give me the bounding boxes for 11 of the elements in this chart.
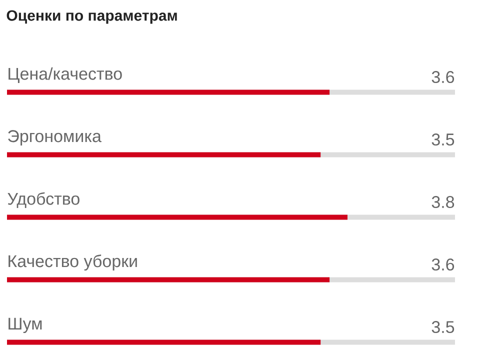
y-tick-label: Шум bbox=[8, 318, 42, 334]
data-label: 3.6 bbox=[432, 258, 454, 271]
data-label: 3.5 bbox=[432, 134, 454, 146]
data-label: 3.6 bbox=[432, 71, 454, 84]
y-tick-label: Качество уборки bbox=[8, 254, 137, 271]
y-tick-label: Удобство bbox=[8, 192, 80, 208]
y-tick-label: Цена/качество bbox=[8, 67, 122, 84]
data-label: 3.5 bbox=[432, 321, 454, 334]
y-tick-label: Эргономика bbox=[8, 130, 102, 146]
chart-title: Оценки по параметрам bbox=[6, 10, 177, 24]
data-label: 3.8 bbox=[432, 196, 454, 208]
